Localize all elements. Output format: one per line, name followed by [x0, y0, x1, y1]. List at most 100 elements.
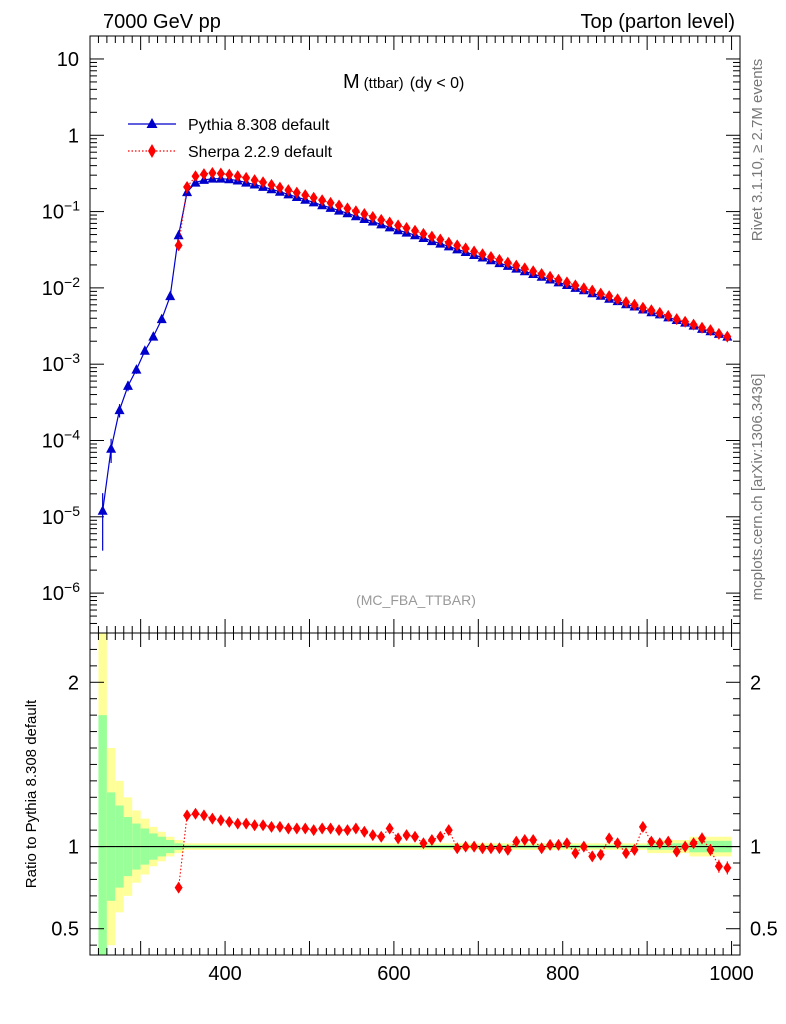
- band-green: [98, 715, 107, 955]
- sherpa-point: [537, 268, 546, 281]
- sherpa-point: [647, 304, 656, 317]
- sherpa-point: [520, 262, 529, 275]
- sherpa-point: [326, 196, 335, 209]
- ratio-sherpa-point: [250, 819, 259, 832]
- sherpa-point: [672, 313, 681, 326]
- ratio-sherpa-point: [681, 840, 690, 853]
- sherpa-point: [529, 265, 538, 278]
- sherpa-point: [208, 167, 217, 180]
- plot-title-suffix: (dy < 0): [410, 75, 465, 92]
- ratio-sherpa-point: [630, 843, 639, 856]
- sherpa-point: [622, 296, 631, 309]
- ratio-sherpa-point: [698, 832, 707, 845]
- sherpa-point: [613, 293, 622, 306]
- ratio-sherpa-point: [326, 822, 335, 835]
- ratio-sherpa-point: [301, 822, 310, 835]
- ratio-sherpa-point: [394, 832, 403, 845]
- ratio-sherpa-point: [427, 834, 436, 846]
- ratio-sherpa-point: [377, 830, 386, 843]
- analysis-watermark: (MC_FBA_TTBAR): [356, 592, 476, 608]
- main-series: [97, 167, 733, 551]
- sherpa-point: [546, 270, 555, 283]
- ratio-y-tick-label-right: 0.5: [750, 919, 778, 941]
- pythia-point: [165, 290, 176, 301]
- ratio-sherpa-point: [605, 832, 614, 845]
- ratio-sherpa-point: [546, 838, 555, 851]
- sherpa-point: [596, 287, 605, 300]
- ratio-sherpa-point: [343, 824, 352, 837]
- ratio-sherpa-point: [183, 809, 192, 822]
- plot-title: M (ttbar) (dy < 0): [343, 71, 464, 93]
- plot-title-main: M: [343, 71, 360, 93]
- sherpa-point: [335, 199, 344, 212]
- sherpa-point: [199, 168, 208, 181]
- sherpa-point: [183, 180, 192, 193]
- y-tick-label: 10−1: [42, 198, 80, 224]
- sherpa-point: [714, 327, 723, 340]
- ratio-sherpa-point: [411, 830, 419, 843]
- ratio-sherpa-point: [512, 835, 521, 848]
- ratio-series: [174, 807, 732, 894]
- sherpa-point: [503, 256, 512, 269]
- sherpa-point: [461, 242, 470, 255]
- sherpa-point: [259, 176, 268, 189]
- ratio-y-tick-label-right: 2: [750, 672, 761, 694]
- sherpa-point: [242, 171, 251, 184]
- ratio-sherpa-point: [208, 812, 217, 825]
- header-process: Top (parton level): [580, 11, 735, 33]
- ratio-sherpa-point: [579, 840, 588, 853]
- ratio-sherpa-point: [529, 834, 538, 846]
- x-tick-label: 400: [208, 963, 241, 985]
- pythia-point: [173, 229, 184, 240]
- mcplots-label: mcplots.cern.ch [arXiv:1306.3436]: [749, 374, 766, 601]
- sherpa-point: [723, 330, 732, 343]
- sherpa-point: [681, 315, 690, 328]
- pythia-point: [114, 404, 125, 415]
- ratio-sherpa-point: [571, 847, 580, 860]
- ratio-sherpa-point: [588, 850, 597, 863]
- ratio-sherpa-point: [672, 845, 681, 858]
- sherpa-point: [174, 239, 183, 252]
- ratio-sherpa-point: [664, 835, 673, 848]
- sherpa-point: [495, 253, 504, 266]
- ratio-sherpa-point: [275, 820, 284, 833]
- ratio-panel: 0.5 0.5 1 1 2 2 400 600 800 1000 Ratio to Pythia …: [23, 632, 778, 985]
- sherpa-point: [275, 181, 284, 194]
- ratio-y-tick-label-left: 1: [68, 837, 79, 859]
- sherpa-point: [216, 167, 225, 180]
- ratio-sherpa-point: [444, 824, 453, 837]
- ratio-sherpa-point: [436, 830, 445, 843]
- ratio-sherpa-point: [706, 843, 715, 856]
- ratio-y-tick-label-right: 1: [750, 837, 761, 859]
- legend-label-pythia: Pythia 8.308 default: [188, 117, 330, 134]
- sherpa-point: [579, 282, 588, 295]
- sherpa-point: [385, 216, 394, 229]
- sherpa-point: [301, 189, 310, 202]
- y-tick-label: 10−6: [42, 579, 80, 605]
- ratio-sherpa-point: [503, 843, 512, 856]
- sherpa-point: [343, 202, 352, 215]
- ratio-sherpa-point: [309, 824, 318, 837]
- sherpa-point: [402, 221, 411, 234]
- pythia-point: [156, 313, 167, 324]
- legend-marker-triangle: [146, 118, 158, 128]
- sherpa-point: [360, 207, 369, 220]
- sherpa-point: [638, 301, 647, 314]
- main-axes: 10−6 10−5 10−4 10−3 10−2 10−1 1 10: [42, 35, 740, 634]
- pythia-point: [97, 505, 108, 515]
- sherpa-point: [486, 250, 495, 263]
- plot-title-subscript: (ttbar): [364, 75, 404, 92]
- header-collision: 7000 GeV pp: [103, 11, 221, 33]
- y-tick-label: 1: [68, 125, 79, 147]
- legend: Pythia 8.308 default Sherpa 2.2.9 defaul…: [128, 117, 333, 161]
- y-tick-label: 10−3: [42, 350, 80, 376]
- sherpa-point: [512, 259, 521, 272]
- sherpa-point: [655, 306, 664, 319]
- x-tick-label: 1000: [709, 963, 754, 985]
- ratio-sherpa-point: [613, 837, 622, 850]
- sherpa-point: [411, 224, 419, 237]
- sherpa-point: [267, 178, 276, 191]
- ratio-sherpa-point: [284, 822, 293, 835]
- ratio-sherpa-point: [689, 837, 698, 850]
